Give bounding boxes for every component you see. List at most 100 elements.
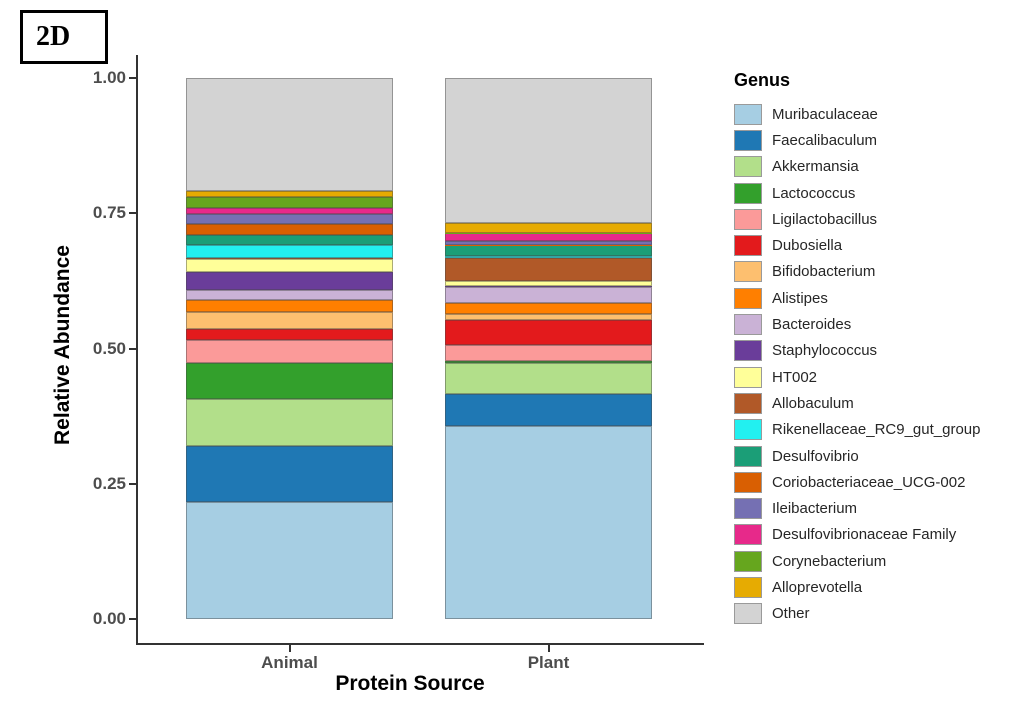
legend-swatch-ligilactobacillus <box>734 208 762 230</box>
legend: Genus Muribaculaceae Faecalibaculum Akkerm… <box>734 70 1010 627</box>
segment-muribaculaceae <box>445 426 652 619</box>
legend-swatch-dubosiella <box>734 235 762 257</box>
legend-swatch-akkermansia <box>734 156 762 178</box>
segment-allobaculum <box>445 257 652 281</box>
y-tick-mark <box>129 347 136 350</box>
legend-swatch-faecalibaculum <box>734 129 762 151</box>
segment-coriobacteriaceae-ucg-002 <box>186 223 393 236</box>
legend-item-faecalibaculum: Faecalibaculum <box>734 127 1010 153</box>
y-tick-mark <box>129 618 136 620</box>
segment-dubosiella <box>445 319 652 345</box>
segment-akkermansia <box>186 399 393 446</box>
segment-faecalibaculum <box>445 393 652 427</box>
figure-panel-label: 2D <box>36 21 71 52</box>
legend-swatch-desulfovibrionaceae-family <box>734 524 762 546</box>
legend-swatch-alistipes <box>734 287 762 309</box>
legend-item-corynebacterium: Corynebacterium <box>734 548 1010 574</box>
legend-swatch-muribaculaceae <box>734 103 762 125</box>
bar-plant <box>445 78 652 619</box>
legend-label-rikenellaceae-rc9-gut-group: Rikenellaceae_RC9_gut_group <box>772 421 981 439</box>
segment-ileibacterium <box>445 240 652 245</box>
legend-swatch-other <box>734 603 762 625</box>
legend-swatch-bacteroides <box>734 314 762 336</box>
legend-item-staphylococcus: Staphylococcus <box>734 338 1010 364</box>
y-axis-line <box>136 55 138 644</box>
legend-swatch-corynebacterium <box>734 550 762 572</box>
legend-swatch-bifidobacterium <box>734 261 762 283</box>
legend-label-desulfovibrionaceae-family: Desulfovibrionaceae Family <box>772 526 957 544</box>
legend-label-coriobacteriaceae-ucg-002: Coriobacteriaceae_UCG-002 <box>772 473 966 491</box>
legend-item-bacteroides: Bacteroides <box>734 311 1010 337</box>
legend-title: Genus <box>734 70 791 90</box>
segment-allobaculum <box>186 257 393 260</box>
legend-item-desulfovibrionaceae-family: Desulfovibrionaceae Family <box>734 522 1010 548</box>
legend-label-muribaculaceae: Muribaculaceae <box>772 105 878 123</box>
legend-swatch-ileibacterium <box>734 498 762 520</box>
segment-alistipes <box>186 299 393 313</box>
x-axis-title: Protein Source <box>335 672 485 695</box>
legend-label-other: Other <box>772 605 810 623</box>
segment-muribaculaceae <box>186 502 393 619</box>
segment-ileibacterium <box>186 213 393 224</box>
legend-label-ht002: HT002 <box>772 368 818 386</box>
segment-corynebacterium <box>445 232 652 234</box>
segment-rikenellaceae-rc9-gut-group <box>186 245 393 258</box>
legend-label-ileibacterium: Ileibacterium <box>772 500 858 518</box>
segment-bacteroides <box>445 286 652 304</box>
legend-swatch-allobaculum <box>734 392 762 414</box>
legend-swatch-coriobacteriaceae-ucg-002 <box>734 471 762 493</box>
legend-label-bacteroides: Bacteroides <box>772 316 852 334</box>
segment-lactococcus <box>186 362 393 400</box>
segment-corynebacterium <box>186 197 393 208</box>
segment-staphylococcus <box>186 271 393 291</box>
legend-item-dubosiella: Dubosiella <box>734 232 1010 258</box>
legend-item-lactococcus: Lactococcus <box>734 180 1010 206</box>
segment-dubosiella <box>186 329 393 340</box>
legend-item-alistipes: Alistipes <box>734 285 1010 311</box>
legend-swatch-alloprevotella <box>734 576 762 598</box>
legend-label-alloprevotella: Alloprevotella <box>772 578 863 596</box>
segment-coriobacteriaceae-ucg-002 <box>445 244 652 246</box>
y-tick-label: 0.50 <box>92 338 126 358</box>
segment-other <box>186 78 393 192</box>
segment-bifidobacterium <box>445 314 652 320</box>
legend-label-bifidobacterium: Bifidobacterium <box>772 263 876 281</box>
segment-desulfovibrionaceae-family <box>186 207 393 214</box>
segment-bacteroides <box>186 290 393 300</box>
y-tick-label: 0.00 <box>92 609 126 628</box>
y-tick-mark <box>129 482 136 485</box>
legend-item-bifidobacterium: Bifidobacterium <box>734 259 1010 285</box>
segment-staphylococcus <box>445 285 652 287</box>
legend-item-desulfovibrio: Desulfovibrio <box>734 443 1010 469</box>
legend-item-allobaculum: Allobaculum <box>734 390 1010 416</box>
legend-label-allobaculum: Allobaculum <box>772 394 854 412</box>
legend-item-other: Other <box>734 601 1010 627</box>
segment-akkermansia <box>445 363 652 394</box>
legend-item-rikenellaceae-rc9-gut-group: Rikenellaceae_RC9_gut_group <box>734 417 1010 443</box>
y-tick-mark <box>129 77 136 79</box>
segment-alistipes <box>445 303 652 315</box>
x-tick-label-animal: Animal <box>261 653 318 672</box>
segment-desulfovibrionaceae-family <box>445 233 652 241</box>
legend-item-ileibacterium: Ileibacterium <box>734 495 1010 521</box>
bar-animal <box>186 78 393 619</box>
legend-swatch-rikenellaceae-rc9-gut-group <box>734 419 762 441</box>
legend-items: Muribaculaceae Faecalibaculum Akkermansia L… <box>734 101 1010 627</box>
segment-faecalibaculum <box>186 445 393 503</box>
segment-ht002 <box>186 259 393 272</box>
segment-ligilactobacillus <box>445 344 652 361</box>
segment-lactococcus <box>445 360 652 364</box>
y-tick-label: 0.75 <box>92 203 126 223</box>
legend-item-ht002: HT002 <box>734 364 1010 390</box>
legend-label-staphylococcus: Staphylococcus <box>772 342 878 360</box>
legend-swatch-staphylococcus <box>734 340 762 362</box>
segment-alloprevotella <box>445 223 652 233</box>
x-tick-label-plant: Plant <box>527 653 570 672</box>
legend-item-ligilactobacillus: Ligilactobacillus <box>734 206 1010 232</box>
segment-rikenellaceae-rc9-gut-group <box>445 256 652 258</box>
legend-swatch-desulfovibrio <box>734 445 762 467</box>
legend-label-desulfovibrio: Desulfovibrio <box>772 447 859 465</box>
legend-swatch-lactococcus <box>734 182 762 204</box>
legend-item-akkermansia: Akkermansia <box>734 154 1010 180</box>
